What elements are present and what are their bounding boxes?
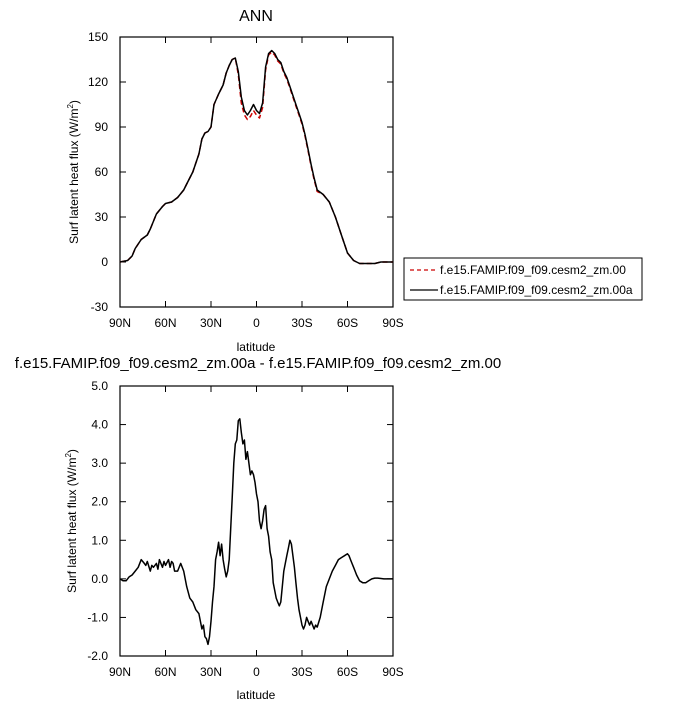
bottom-y-tick-label: 3.0 (91, 456, 108, 470)
bottom-panel-title: f.e15.FAMIP.f09_f09.cesm2_zm.00a - f.e15… (15, 355, 501, 372)
bottom-x-tick-label: 30S (291, 665, 312, 679)
bottom-series-line-0 (119, 418, 393, 646)
top-panel: ANN -30 0 30 60 90 120 150 90N 60N 30N 0 30S 60S 90S… (66, 8, 643, 354)
top-y-tick-label: 120 (88, 75, 108, 89)
bottom-panel: f.e15.FAMIP.f09_f09.cesm2_zm.00a - f.e15… (15, 355, 501, 702)
bottom-y-tick-label: 5.0 (91, 379, 108, 393)
top-x-axis: 90N 60N 30N 0 30S 60S 90S (109, 37, 404, 330)
bottom-y-axis: -2.0 -1.0 0.0 1.0 2.0 3.0 4.0 5.0 (87, 379, 393, 663)
top-x-tick-label: 90S (382, 316, 403, 330)
legend-label-00: f.e15.FAMIP.f09_f09.cesm2_zm.00 (440, 263, 626, 277)
top-y-tick-label: 90 (95, 120, 109, 134)
top-x-axis-label: latitude (237, 340, 276, 354)
bottom-plot-frame (119, 385, 394, 657)
legend: f.e15.FAMIP.f09_f09.cesm2_zm.00 f.e15.FA… (403, 257, 643, 301)
bottom-y-tick-label: 0.0 (91, 572, 108, 586)
bottom-x-axis: 90N 60N 30N 0 30S 60S 90S (109, 386, 404, 679)
bottom-y-tick-label: 4.0 (91, 418, 108, 432)
top-y-axis-label: Surf latent heat flux (W/m2) (66, 100, 81, 244)
top-y-tick-label: 60 (95, 165, 109, 179)
top-x-tick-label: 30S (291, 316, 312, 330)
bottom-x-tick-label: 90N (109, 665, 131, 679)
top-series-line-0 (119, 51, 393, 265)
bottom-x-tick-label: 60N (154, 665, 176, 679)
top-x-tick-label: 90N (109, 316, 131, 330)
bottom-y-tick-label: 2.0 (91, 495, 108, 509)
top-y-tick-label: -30 (91, 300, 109, 314)
bottom-x-axis-label: latitude (237, 688, 276, 702)
top-series-line-1 (119, 49, 393, 265)
bottom-series-lines (119, 418, 393, 646)
top-x-tick-label: 60N (154, 316, 176, 330)
bottom-x-tick-label: 90S (382, 665, 403, 679)
legend-label-00a: f.e15.FAMIP.f09_f09.cesm2_zm.00a (440, 283, 633, 297)
bottom-y-tick-label: -1.0 (87, 610, 108, 624)
top-y-tick-label: 0 (101, 255, 108, 269)
bottom-y-tick-label: 1.0 (91, 533, 108, 547)
bottom-x-tick-label: 30N (200, 665, 222, 679)
top-panel-title: ANN (239, 8, 273, 25)
top-y-axis: -30 0 30 60 90 120 150 (88, 30, 393, 314)
top-x-tick-label: 30N (200, 316, 222, 330)
top-y-tick-label: 150 (88, 30, 108, 44)
bottom-y-tick-label: -2.0 (87, 649, 108, 663)
top-x-tick-label: 60S (337, 316, 358, 330)
top-x-tick-label: 0 (253, 316, 260, 330)
bottom-x-tick-label: 60S (337, 665, 358, 679)
top-series-lines (119, 49, 393, 265)
top-plot-frame (119, 36, 394, 308)
bottom-x-tick-label: 0 (253, 665, 260, 679)
legend-box (403, 257, 643, 301)
bottom-y-axis-label: Surf latent heat flux (W/m2) (64, 449, 79, 593)
top-y-tick-label: 30 (95, 210, 109, 224)
